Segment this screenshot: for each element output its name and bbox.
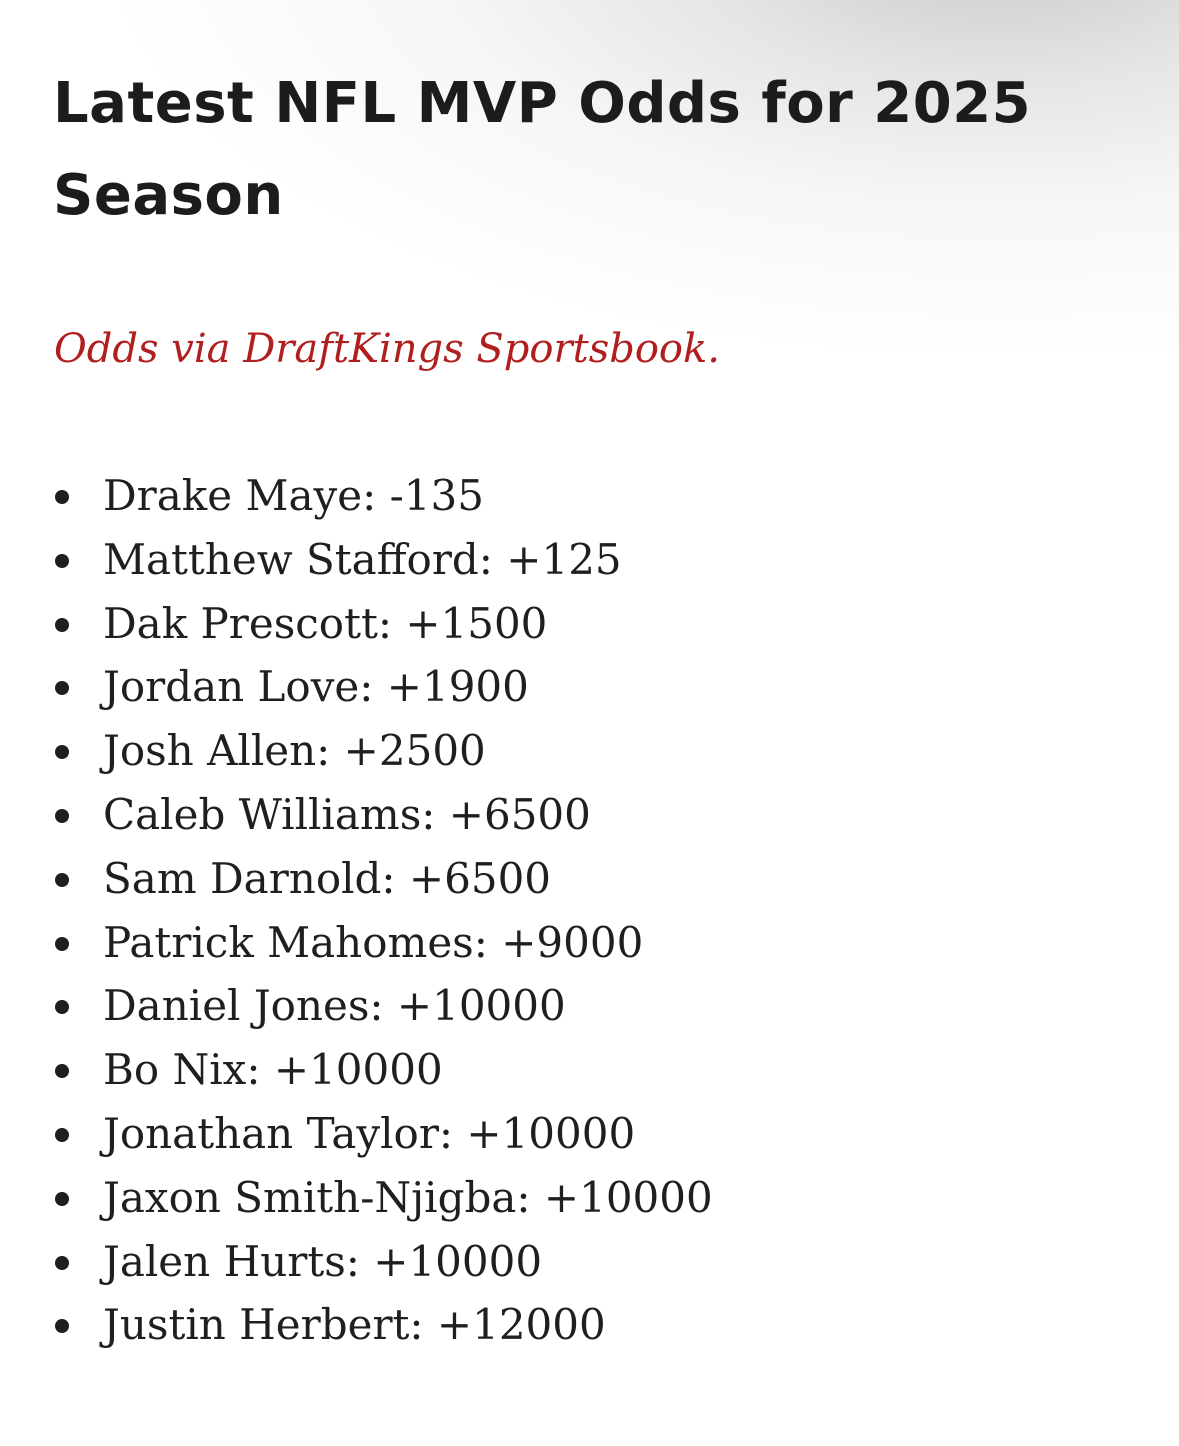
bullet-icon [55, 553, 69, 568]
bullet-icon [55, 617, 69, 632]
odds-list-item: Jordan Love: +1900 [0, 655, 713, 719]
odds-list-item: Bo Nix: +10000 [0, 1038, 713, 1102]
odds-list-item: Jonathan Taylor: +10000 [0, 1102, 713, 1166]
odds-text: Drake Maye: -135 [103, 471, 484, 520]
odds-text: Jalen Hurts: +10000 [103, 1236, 543, 1286]
bullet-icon [55, 1064, 69, 1079]
odds-text: Jaxon Smith-Njigba: +10000 [103, 1172, 713, 1222]
odds-source-note: Odds via DraftKings Sportsbook. [54, 326, 720, 372]
odds-list-item: Caleb Williams: +6500 [0, 783, 713, 847]
odds-text: Sam Darnold: +6500 [103, 853, 552, 903]
bullet-icon [55, 681, 69, 696]
odds-text: Jordan Love: +1900 [103, 662, 529, 712]
bullet-icon [55, 872, 69, 887]
odds-list-item: Jalen Hurts: +10000 [0, 1230, 713, 1294]
odds-text: Patrick Mahomes: +9000 [103, 917, 644, 967]
odds-list-item: Patrick Mahomes: +9000 [0, 911, 713, 975]
odds-text: Justin Herbert: +12000 [103, 1300, 606, 1350]
odds-list-item: Daniel Jones: +10000 [0, 974, 713, 1038]
odds-text: Caleb Williams: +6500 [103, 789, 591, 839]
bullet-icon [55, 1000, 69, 1015]
odds-list-item: Josh Allen: +2500 [0, 719, 713, 783]
odds-text: Josh Allen: +2500 [103, 726, 486, 776]
odds-text: Daniel Jones: +10000 [103, 981, 566, 1031]
bullet-icon [55, 1255, 69, 1270]
bullet-icon [55, 936, 69, 951]
odds-list-item: Matthew Stafford: +125 [0, 528, 713, 592]
bullet-icon [55, 490, 69, 504]
bullet-icon [55, 808, 69, 823]
odds-list-item: Sam Darnold: +6500 [0, 847, 713, 911]
bullet-icon [55, 1191, 69, 1206]
bullet-icon [55, 1127, 69, 1142]
odds-list-item: Justin Herbert: +12000 [0, 1293, 713, 1357]
page-title: Latest NFL MVP Odds for 2025 Season [53, 71, 1032, 228]
odds-text: Bo Nix: +10000 [103, 1045, 443, 1095]
odds-list-item: Drake Maye: -135 [0, 464, 713, 528]
odds-list-item: Jaxon Smith-Njigba: +10000 [0, 1166, 713, 1230]
odds-text: Matthew Stafford: +125 [103, 534, 622, 584]
odds-text: Dak Prescott: +1500 [103, 598, 548, 648]
bullet-icon [55, 745, 69, 760]
bullet-icon [55, 1319, 69, 1334]
odds-list-item: Dak Prescott: +1500 [0, 592, 713, 656]
odds-text: Jonathan Taylor: +10000 [103, 1108, 636, 1158]
odds-list: Drake Maye: -135 Matthew Stafford: +125 Da… [0, 464, 713, 1357]
